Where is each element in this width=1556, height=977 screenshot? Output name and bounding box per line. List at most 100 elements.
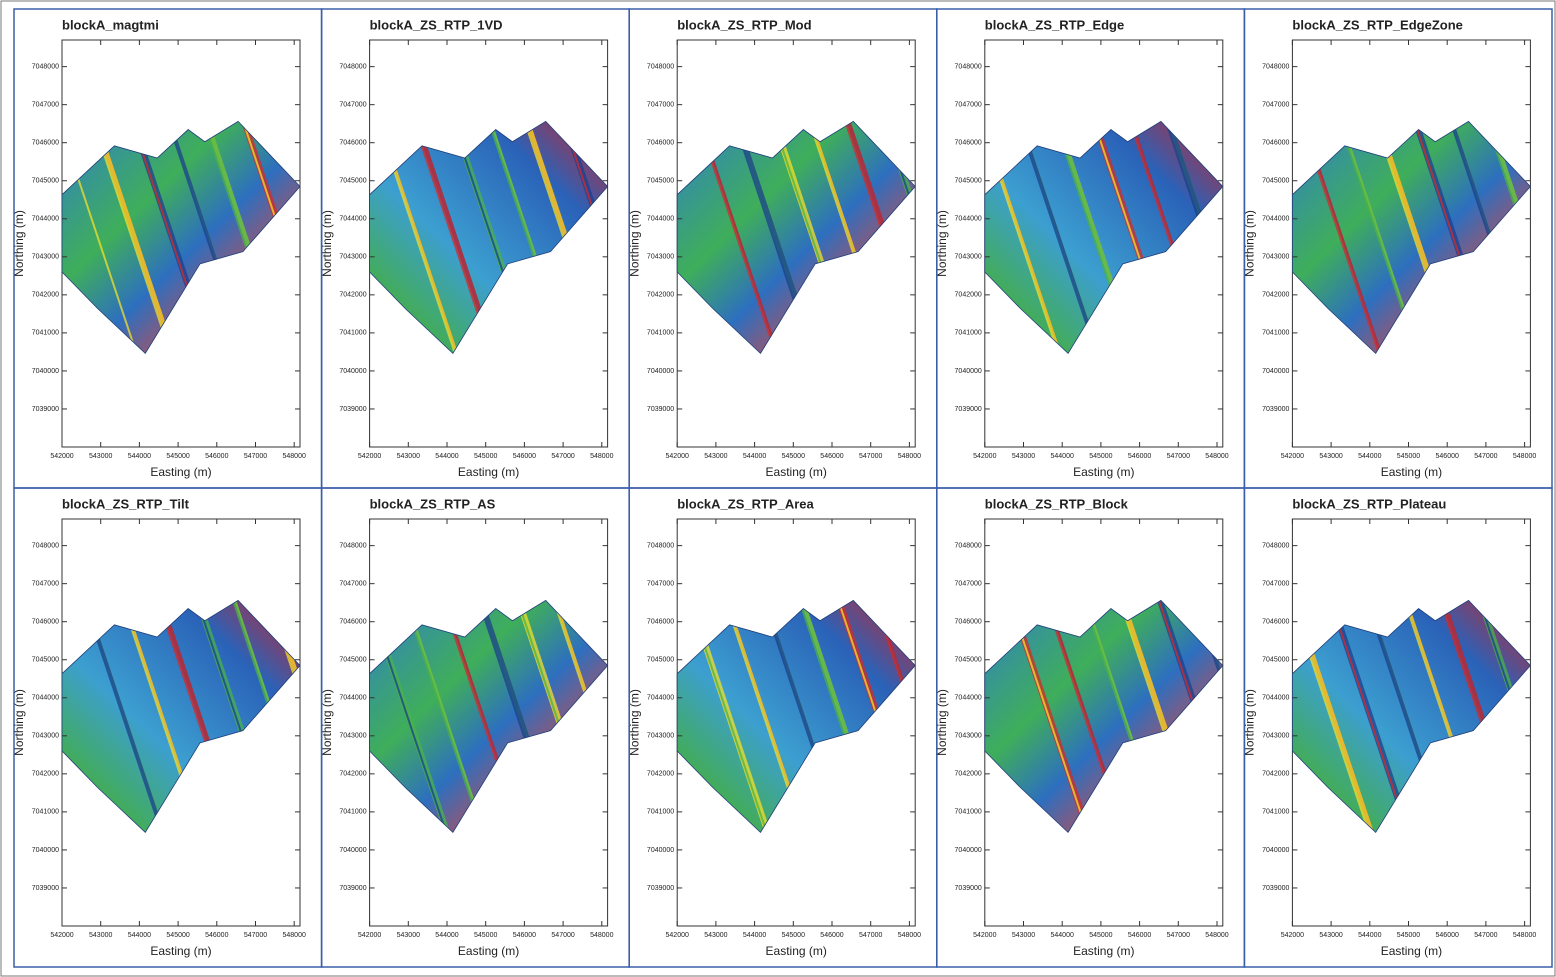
- y-tick-label: 7039000: [955, 406, 982, 413]
- y-tick-label: 7047000: [339, 102, 366, 109]
- y-tick-label: 7043000: [339, 733, 366, 740]
- x-tick-label: 542000: [1281, 932, 1304, 939]
- x-tick-label: 543000: [397, 453, 420, 460]
- x-tick-label: 542000: [50, 453, 73, 460]
- survey-fill: [677, 121, 916, 354]
- y-tick-label: 7045000: [955, 178, 982, 185]
- panel-title: blockA_ZS_RTP_Mod: [677, 17, 811, 32]
- x-tick-label: 547000: [1474, 932, 1497, 939]
- x-tick-label: 548000: [898, 453, 921, 460]
- y-tick-label: 7048000: [955, 542, 982, 549]
- map-panel: blockA_ZS_RTP_EdgeZone 7039000 7040000 7041…: [1243, 8, 1553, 489]
- y-tick-label: 7046000: [647, 619, 674, 626]
- y-tick-label: 7045000: [339, 178, 366, 185]
- y-tick-label: 7042000: [339, 771, 366, 778]
- y-tick-label: 7042000: [32, 771, 59, 778]
- y-tick-label: 7041000: [32, 809, 59, 816]
- y-tick-label: 7041000: [339, 809, 366, 816]
- x-tick-label: 542000: [973, 453, 996, 460]
- survey-outline: [1292, 599, 1531, 834]
- x-tick-label: 545000: [474, 453, 497, 460]
- x-tick-label: 547000: [1167, 932, 1190, 939]
- y-tick-label: 7048000: [339, 63, 366, 70]
- y-axis-label: Northing (m): [320, 210, 334, 277]
- x-tick-label: 547000: [859, 453, 882, 460]
- y-tick-label: 7042000: [955, 771, 982, 778]
- panel-border: [1243, 487, 1553, 968]
- x-axis-label: Easting (m): [1381, 465, 1442, 479]
- panel-title: blockA_ZS_RTP_AS: [370, 496, 496, 511]
- y-axis-label: Northing (m): [320, 689, 334, 756]
- x-tick-label: 544000: [1051, 932, 1074, 939]
- x-tick-label: 548000: [283, 932, 306, 939]
- x-axis-label: Easting (m): [1073, 465, 1134, 479]
- x-tick-label: 547000: [1167, 453, 1190, 460]
- x-tick-label: 543000: [704, 932, 727, 939]
- y-tick-label: 7048000: [1262, 63, 1289, 70]
- x-axis-label: Easting (m): [150, 465, 211, 479]
- y-tick-label: 7043000: [32, 254, 59, 261]
- x-tick-label: 542000: [358, 932, 381, 939]
- survey-outline: [369, 120, 609, 355]
- x-tick-label: 542000: [1281, 453, 1304, 460]
- x-tick-label: 548000: [590, 453, 613, 460]
- panel-title: blockA_ZS_RTP_Edge: [985, 17, 1124, 32]
- x-axis-label: Easting (m): [458, 944, 519, 958]
- y-axis-label: Northing (m): [12, 210, 26, 277]
- y-tick-label: 7046000: [339, 619, 366, 626]
- x-tick-label: 545000: [474, 932, 497, 939]
- y-tick-label: 7041000: [955, 809, 982, 816]
- map-panel: blockA_ZS_RTP_1VD 7039000 7040000 7041000 70…: [320, 8, 630, 489]
- x-tick-label: 543000: [89, 932, 112, 939]
- map-panel: blockA_ZS_RTP_Tilt 7039000 7040000 7041000 7…: [12, 487, 323, 968]
- x-tick-label: 546000: [513, 453, 536, 460]
- x-tick-label: 546000: [1436, 932, 1459, 939]
- survey-outline: [61, 599, 301, 834]
- y-axis-label: Northing (m): [12, 689, 26, 756]
- panel-title: blockA_ZS_RTP_EdgeZone: [1292, 17, 1462, 32]
- y-axis-label: Northing (m): [1243, 689, 1257, 756]
- panel-title: blockA_ZS_RTP_1VD: [370, 17, 503, 32]
- y-tick-label: 7044000: [1262, 216, 1289, 223]
- y-axis-label: Northing (m): [627, 210, 641, 277]
- y-tick-label: 7048000: [1262, 542, 1289, 549]
- x-tick-label: 548000: [1513, 453, 1536, 460]
- x-tick-label: 542000: [666, 453, 689, 460]
- y-tick-label: 7043000: [339, 254, 366, 261]
- y-tick-label: 7047000: [955, 581, 982, 588]
- x-tick-label: 543000: [89, 453, 112, 460]
- y-tick-label: 7043000: [955, 254, 982, 261]
- y-tick-label: 7047000: [647, 581, 674, 588]
- x-tick-label: 547000: [551, 932, 574, 939]
- y-tick-label: 7046000: [955, 140, 982, 147]
- y-tick-label: 7045000: [1262, 178, 1289, 185]
- y-tick-label: 7042000: [1262, 292, 1289, 299]
- y-tick-label: 7047000: [32, 581, 59, 588]
- y-tick-label: 7039000: [647, 406, 674, 413]
- x-axis-label: Easting (m): [458, 465, 519, 479]
- y-tick-label: 7042000: [647, 771, 674, 778]
- y-tick-label: 7046000: [647, 140, 674, 147]
- map-panel: blockA_ZS_RTP_Block 7039000 7040000 7041000…: [935, 487, 1246, 968]
- survey-outline: [984, 599, 1224, 834]
- y-tick-label: 7044000: [32, 695, 59, 702]
- y-tick-label: 7041000: [32, 330, 59, 337]
- y-tick-label: 7047000: [955, 102, 982, 109]
- survey-outline: [676, 120, 916, 355]
- y-tick-label: 7043000: [32, 733, 59, 740]
- x-tick-label: 545000: [1089, 453, 1112, 460]
- y-tick-label: 7047000: [647, 102, 674, 109]
- x-tick-label: 546000: [1128, 453, 1151, 460]
- panel-title: blockA_ZS_RTP_Tilt: [62, 496, 190, 511]
- y-tick-label: 7042000: [32, 292, 59, 299]
- x-tick-label: 544000: [743, 932, 766, 939]
- x-tick-label: 547000: [551, 453, 574, 460]
- x-tick-label: 545000: [1089, 932, 1112, 939]
- y-tick-label: 7048000: [32, 542, 59, 549]
- y-tick-label: 7041000: [647, 330, 674, 337]
- survey-fill: [984, 600, 1223, 833]
- x-tick-label: 546000: [1436, 453, 1459, 460]
- y-tick-label: 7044000: [339, 695, 366, 702]
